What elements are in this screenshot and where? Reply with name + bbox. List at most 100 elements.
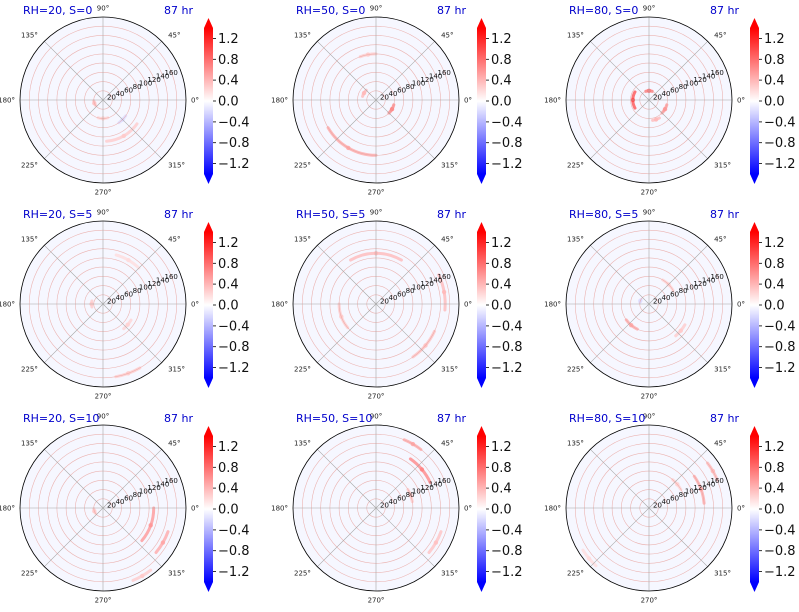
radial-tick-label: 80 xyxy=(133,491,142,499)
colorbar-tick-label: 1.2 xyxy=(491,236,512,251)
radial-tick-label: 160 xyxy=(438,273,451,281)
angle-tick-label: 225° xyxy=(567,366,584,374)
colorbar-tick-label: −0.8 xyxy=(764,544,796,559)
angular-gridline xyxy=(317,449,377,509)
colorbar xyxy=(477,232,486,378)
colorbar-tick-label: 0.8 xyxy=(491,257,512,272)
colorbar-tick-label: −0.8 xyxy=(491,544,523,559)
colorbar-tick-label: 1.2 xyxy=(491,32,512,47)
angle-tick-label: 180° xyxy=(544,301,561,309)
angle-tick-label: 90° xyxy=(97,5,109,13)
data-point xyxy=(148,523,153,528)
angle-tick-label: 180° xyxy=(271,301,288,309)
colorbar-tick-label: −1.2 xyxy=(218,157,250,172)
angle-tick-label: 270° xyxy=(95,393,112,401)
data-point xyxy=(361,90,367,96)
colorbar-tick-label: 0.0 xyxy=(218,503,239,518)
angle-tick-label: 315° xyxy=(714,570,731,578)
colorbar-extend-bottom xyxy=(204,378,213,388)
radial-tick-label: 40 xyxy=(662,294,671,302)
colorbar xyxy=(477,436,486,582)
data-point xyxy=(126,257,131,263)
angle-tick-label: 45° xyxy=(714,235,726,243)
angle-tick-label: 270° xyxy=(368,189,385,197)
angle-tick-label: 90° xyxy=(643,209,655,217)
colorbar-tick-label: 0.8 xyxy=(218,461,239,476)
radial-tick-label: 80 xyxy=(406,287,415,295)
colorbar xyxy=(204,436,213,582)
panel-title: RH=50, S=5 xyxy=(296,208,365,221)
angle-tick-label: 225° xyxy=(21,366,38,374)
angular-gridline xyxy=(375,507,435,567)
angle-tick-label: 45° xyxy=(441,439,453,447)
angle-tick-label: 0° xyxy=(191,301,199,309)
radial-tick-label: 20 xyxy=(653,502,662,510)
colorbar-tick-label: 1.2 xyxy=(218,440,239,455)
colorbar-tick-label: 0.4 xyxy=(491,74,512,89)
panel: 0°45°90°135°180°225°270°315°20 40 60 801001… xyxy=(544,412,795,605)
data-point xyxy=(433,540,439,545)
colorbar-extend-top xyxy=(750,18,759,28)
radial-tick-label: 20 xyxy=(380,298,389,306)
angle-tick-label: 135° xyxy=(567,439,584,447)
panel-title: RH=20, S=0 xyxy=(23,4,92,17)
colorbar-tick-label: 0.0 xyxy=(764,503,785,518)
radial-tick-label: 80 xyxy=(406,83,415,91)
angle-tick-label: 0° xyxy=(464,301,472,309)
panel: 0°45°90°135°180°225°270°315°20 40 60 801001… xyxy=(544,208,795,401)
angular-gridline xyxy=(102,99,162,159)
radial-tick-label: 120 xyxy=(693,280,706,288)
colorbar-tick-label: −0.8 xyxy=(218,544,250,559)
colorbar-tick-label: −1.2 xyxy=(764,157,796,172)
panel-title: RH=20, S=5 xyxy=(23,208,92,221)
colorbar-extend-bottom xyxy=(750,582,759,592)
colorbar xyxy=(750,436,759,582)
angle-tick-label: 180° xyxy=(544,505,561,513)
radial-tick-label: 40 xyxy=(662,498,671,506)
radial-tick-label: 60 xyxy=(124,290,133,298)
angle-tick-label: 0° xyxy=(737,505,745,513)
radial-tick-label: 80 xyxy=(133,287,142,295)
angle-tick-label: 0° xyxy=(191,97,199,105)
angle-tick-label: 225° xyxy=(294,570,311,578)
polar-frame xyxy=(565,16,733,184)
data-point xyxy=(121,133,127,139)
angular-gridline xyxy=(317,507,377,567)
radial-tick-label: 40 xyxy=(116,294,125,302)
radial-tick-label: 60 xyxy=(397,494,406,502)
data-point xyxy=(125,322,130,327)
panel-time-label: 87 hr xyxy=(710,208,739,221)
angle-tick-label: 270° xyxy=(95,597,112,605)
data-point xyxy=(653,117,659,122)
angle-tick-label: 0° xyxy=(737,97,745,105)
panel-title: RH=80, S=5 xyxy=(569,208,638,221)
panel-time-label: 87 hr xyxy=(164,208,193,221)
colorbar-tick-label: −0.8 xyxy=(764,340,796,355)
angle-tick-label: 180° xyxy=(544,97,561,105)
radial-tick-label: 80 xyxy=(679,287,688,295)
panel: 0°45°90°135°180°225°270°315°20 40 60 801001… xyxy=(0,208,250,401)
colorbar-tick-label: 0.4 xyxy=(218,278,239,293)
angular-gridline xyxy=(102,41,162,101)
polar-frame xyxy=(565,220,733,388)
radial-tick-label: 140 xyxy=(156,480,169,488)
angular-gridline xyxy=(44,41,104,101)
angular-gridline xyxy=(375,41,435,101)
angle-tick-label: 315° xyxy=(168,366,185,374)
angle-tick-label: 45° xyxy=(441,235,453,243)
angle-tick-label: 270° xyxy=(641,597,658,605)
panel: 0°45°90°135°180°225°270°315°20 40 60 801001… xyxy=(271,4,522,197)
data-point xyxy=(140,573,145,579)
angle-tick-label: 135° xyxy=(294,31,311,39)
colorbar-extend-bottom xyxy=(204,174,213,184)
angular-gridline xyxy=(648,41,708,101)
colorbar-tick-label: 0.8 xyxy=(491,53,512,68)
colorbar-tick-label: 0.4 xyxy=(491,278,512,293)
panel-time-label: 87 hr xyxy=(710,412,739,425)
polar-frame xyxy=(19,220,187,388)
angular-gridline xyxy=(102,245,162,305)
radial-tick-label: 120 xyxy=(147,484,160,492)
panel-time-label: 87 hr xyxy=(437,412,466,425)
colorbar-tick-label: 0.0 xyxy=(491,503,512,518)
